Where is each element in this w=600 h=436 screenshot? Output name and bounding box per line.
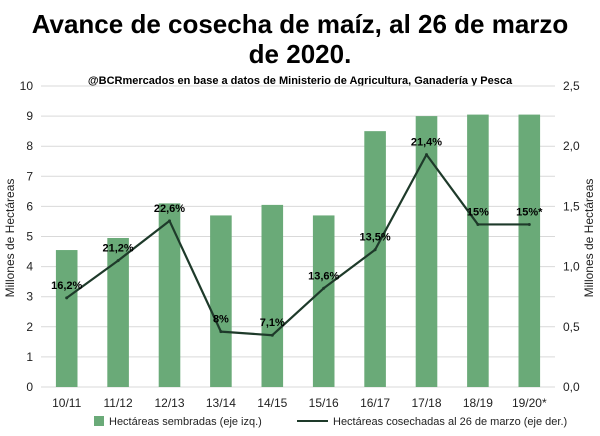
data-label: 13,6% [308,270,339,282]
x-tick-label: 16/17 [360,396,390,410]
left-tick-label: 7 [26,169,33,183]
bar [518,114,541,387]
chart-subtitle: @BCRmercados en base a datos de Minister… [88,75,513,87]
legend: Hectáreas sembradas (eje izq.) Hectáreas… [94,416,567,428]
x-tick-label: 10/11 [52,396,81,410]
right-axis-label: Millones de Hectáreas [582,179,596,298]
data-label: 7,1% [260,317,285,329]
line-point [527,222,531,226]
right-tick-label: 0,0 [563,380,580,394]
line-point [425,153,428,157]
left-tick-label: 4 [26,260,33,274]
x-tick-label: 19/20* [512,396,547,410]
x-tick-label: 11/12 [104,396,133,410]
data-label: 21,2% [102,243,133,255]
bar [158,203,181,387]
line-series [65,153,531,337]
left-axis-label: Millones de Hectáreas [3,179,17,298]
bar [210,215,232,387]
line-point [373,248,377,252]
bar [55,250,78,387]
left-tick-label: 3 [26,290,33,304]
left-axis-ticks: 0 1 2 3 4 5 6 7 8 9 10 [20,79,34,394]
left-tick-label: 5 [26,230,33,244]
left-tick-label: 8 [26,139,33,153]
bar-series [55,114,541,387]
left-tick-label: 2 [26,320,33,334]
right-tick-label: 1,5 [563,199,580,213]
data-label: 21,4% [411,137,442,149]
x-tick-label: 15/16 [309,396,339,410]
bar [364,131,386,387]
data-label: 15%* [516,206,543,218]
line-path [66,153,530,337]
left-tick-label: 0 [26,380,33,394]
line-point [322,286,326,290]
data-labels: 16,2% 21,2% 22,6% 8% 7,1% 13,6% 13,5% 21,4% 15% 1… [51,137,543,330]
left-tick-label: 1 [26,350,33,364]
line-point [65,296,69,300]
data-label: 16,2% [51,280,82,292]
left-tick-label: 9 [26,109,33,123]
left-tick-label: 6 [26,199,33,213]
bar [415,116,438,387]
right-axis-ticks: 0,0 0,5 1,0 1,5 2,0 2,5 [563,79,580,394]
legend-swatch-bars [94,416,104,426]
legend-label-bars: Hectáreas sembradas (eje izq.) [109,416,262,428]
data-label: 13,5% [359,232,390,244]
right-tick-label: 0,5 [563,320,580,334]
line-point [168,219,171,223]
bar [312,215,335,387]
x-tick-label: 13/14 [206,396,236,410]
data-label: 15% [467,206,489,218]
left-tick-label: 10 [20,79,34,93]
right-tick-label: 1,0 [563,260,580,274]
x-tick-label: 12/13 [154,396,184,410]
legend-label-line: Hectáreas cosechadas al 26 de marzo (eje… [333,416,567,428]
bar [467,114,489,387]
line-point [270,333,274,337]
chart-title-line-2: de 2020. [249,39,352,69]
x-axis-ticks: 10/11 11/12 12/13 13/14 14/15 15/16 16/17 17/18… [52,396,547,410]
x-tick-label: 18/19 [463,396,493,410]
line-point [219,330,223,334]
data-label: 8% [213,314,229,326]
x-tick-label: 14/15 [257,396,287,410]
bar [107,238,129,387]
chart-title-line-1: Avance de cosecha de maíz, al 26 de marz… [32,9,569,39]
right-tick-label: 2,0 [563,139,580,153]
bar [261,204,284,387]
data-label: 22,6% [154,203,185,215]
x-tick-label: 17/18 [411,396,441,410]
line-point [116,259,120,263]
right-tick-label: 2,5 [563,79,580,93]
line-point [476,222,480,226]
